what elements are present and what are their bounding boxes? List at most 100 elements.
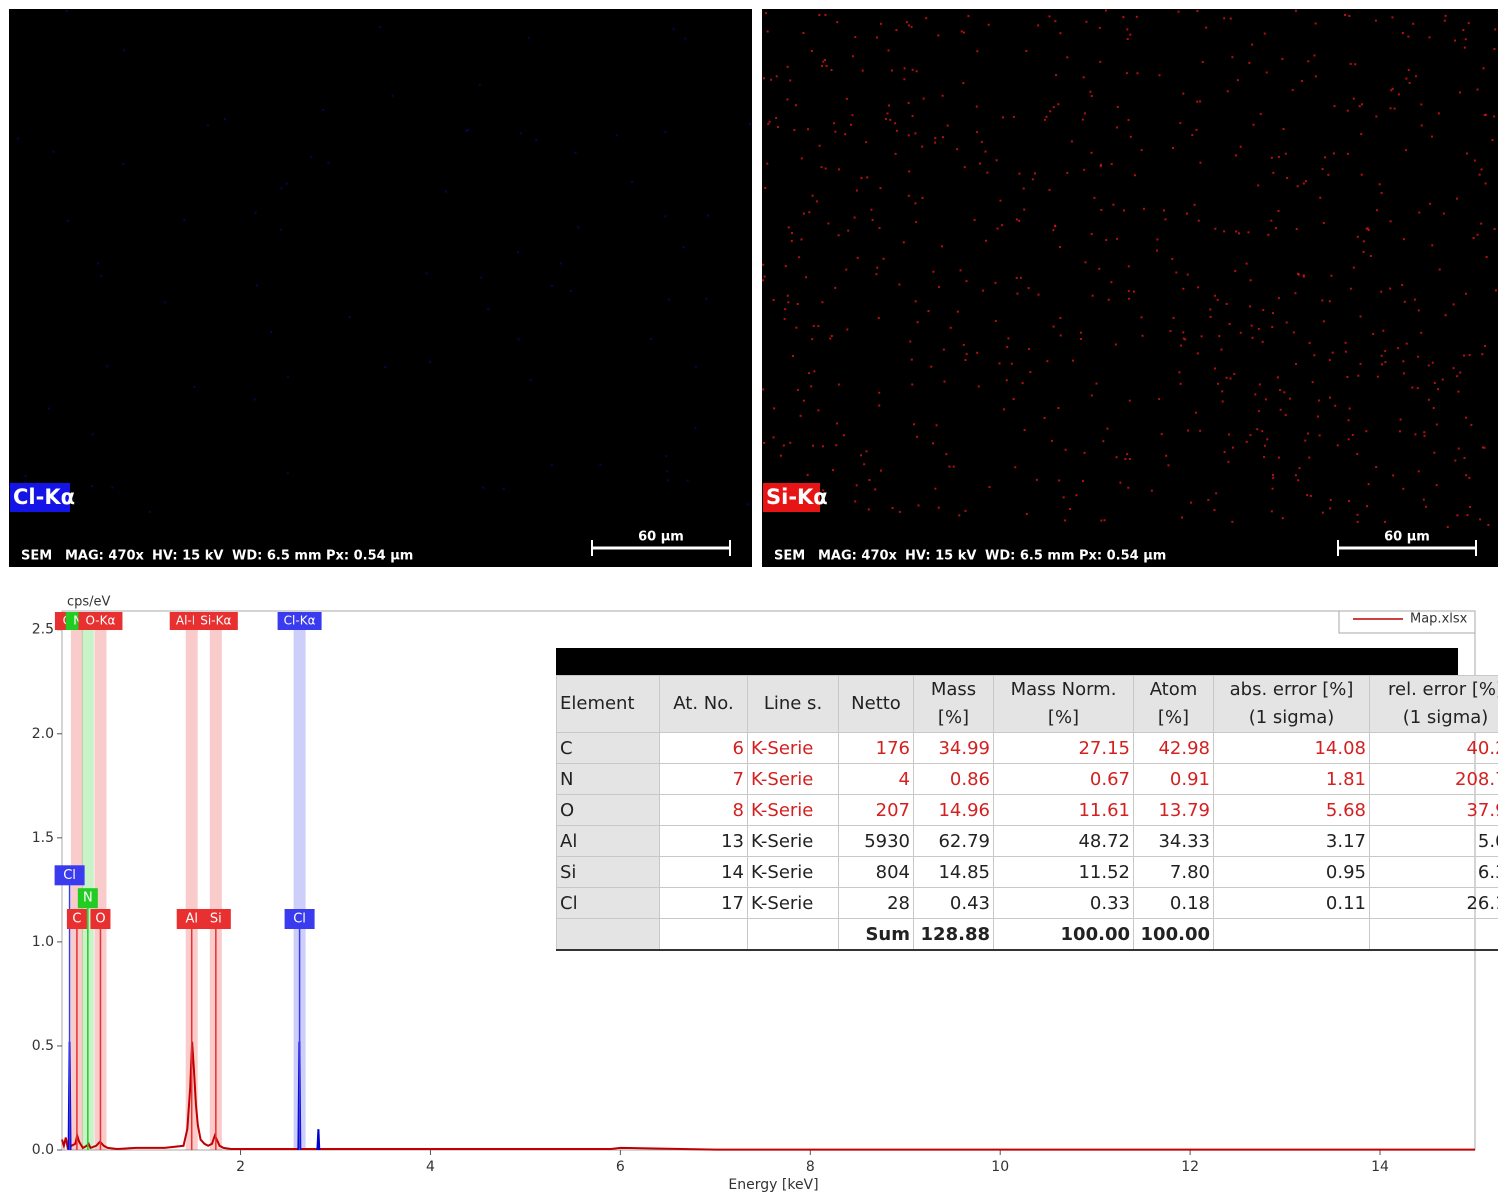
map-pixel bbox=[1261, 430, 1263, 432]
map-pixel bbox=[866, 450, 868, 452]
map-pixel bbox=[1038, 294, 1040, 296]
map-pixel bbox=[1285, 414, 1287, 416]
map-pixel bbox=[1289, 398, 1291, 400]
map-pixel bbox=[1406, 343, 1408, 345]
map-pixel bbox=[829, 338, 831, 340]
map-pixel bbox=[1398, 93, 1400, 95]
map-pixel bbox=[707, 215, 709, 217]
map-pixel bbox=[1105, 239, 1107, 241]
map-pixel bbox=[913, 423, 915, 425]
map-pixel bbox=[1464, 47, 1466, 49]
map-pixel bbox=[1069, 508, 1071, 510]
map-pixel bbox=[1063, 496, 1065, 498]
map-pixel bbox=[791, 232, 793, 234]
map-pixel bbox=[1267, 234, 1269, 236]
map-pixel bbox=[1293, 331, 1295, 333]
map-pixel bbox=[1133, 291, 1135, 293]
map-pixel bbox=[1332, 352, 1334, 354]
map-pixel bbox=[850, 124, 852, 126]
map-pixel bbox=[1213, 509, 1215, 511]
map-pixel bbox=[1270, 220, 1272, 222]
map-pixel bbox=[996, 159, 998, 161]
map-pixel bbox=[899, 511, 901, 513]
map-info: HV: 15 kV bbox=[905, 549, 976, 564]
map-pixel bbox=[1423, 499, 1425, 501]
map-pixel bbox=[957, 311, 959, 313]
table-cell: 8 bbox=[660, 795, 748, 826]
map-pixel bbox=[1100, 520, 1102, 522]
map-pixel bbox=[787, 295, 789, 297]
map-pixel bbox=[780, 455, 782, 457]
map-pixel bbox=[667, 479, 669, 481]
map-pixel bbox=[1272, 172, 1274, 174]
map-pixel bbox=[1465, 474, 1467, 476]
map-pixel bbox=[1248, 62, 1250, 64]
map-pixel bbox=[1197, 286, 1199, 288]
table-cell: 0.18 bbox=[1134, 888, 1214, 919]
map-pixel bbox=[1414, 433, 1416, 435]
map-pixel bbox=[1487, 524, 1489, 526]
map-pixel bbox=[1495, 289, 1497, 291]
map-pixel bbox=[911, 383, 913, 385]
map-info: SEM bbox=[774, 549, 805, 564]
map-pixel bbox=[876, 267, 878, 269]
table-cell: K-Serie bbox=[748, 795, 839, 826]
map-pixel bbox=[1404, 301, 1406, 303]
map-pixel bbox=[1477, 234, 1479, 236]
map-pixel bbox=[1375, 115, 1377, 117]
map-pixel bbox=[1480, 223, 1482, 225]
map-pixel bbox=[1202, 61, 1204, 63]
map-pixel bbox=[1462, 29, 1464, 31]
map-pixel bbox=[1016, 277, 1018, 279]
map-pixel bbox=[1085, 21, 1087, 23]
map-pixel bbox=[966, 353, 968, 355]
map-pixel bbox=[749, 123, 751, 125]
band-label: Si-Kα bbox=[200, 614, 231, 628]
map-pixel bbox=[1456, 198, 1458, 200]
map-pixel bbox=[1420, 332, 1422, 334]
column-header: Element bbox=[557, 676, 660, 733]
map-pixel bbox=[1234, 270, 1236, 272]
map-pixel bbox=[747, 503, 749, 505]
map-pixel bbox=[1384, 361, 1386, 363]
table: ElementAt. No.Line s.NettoMass[%]Mass No… bbox=[556, 675, 1498, 951]
map-pixel bbox=[962, 82, 964, 84]
map-pixel bbox=[1309, 342, 1311, 344]
map-pixel bbox=[1465, 417, 1467, 419]
map-pixel bbox=[668, 298, 670, 300]
x-tick-label: 4 bbox=[426, 1159, 435, 1175]
map-pixel bbox=[1356, 453, 1358, 455]
map-pixel bbox=[795, 104, 797, 106]
map-pixel bbox=[967, 15, 969, 17]
map-pixel bbox=[1344, 14, 1346, 16]
map-pixel bbox=[785, 265, 787, 267]
map-pixel bbox=[1453, 303, 1455, 305]
table-cell: 0.11 bbox=[1214, 888, 1370, 919]
map-pixel bbox=[916, 436, 918, 438]
table-cell: Cl bbox=[557, 888, 660, 919]
map-pixel bbox=[1463, 355, 1465, 357]
map-pixel bbox=[1141, 149, 1143, 151]
map-pixel bbox=[807, 128, 809, 130]
map-pixel bbox=[802, 32, 804, 34]
table-cell: K-Serie bbox=[748, 857, 839, 888]
map-pixel bbox=[1329, 507, 1331, 509]
map-pixel bbox=[1023, 188, 1025, 190]
map-pixel bbox=[1230, 378, 1232, 380]
map-pixel bbox=[917, 321, 919, 323]
map-pixel bbox=[830, 69, 832, 71]
map-pixel bbox=[1117, 106, 1119, 108]
map-pixel bbox=[1271, 326, 1273, 328]
map-pixel bbox=[1126, 453, 1128, 455]
column-header: abs. error [%](1 sigma) bbox=[1214, 676, 1370, 733]
y-tick-label: 0.5 bbox=[32, 1038, 54, 1054]
map-pixel bbox=[787, 301, 789, 303]
map-pixel bbox=[1381, 355, 1383, 357]
element-label: Si bbox=[210, 912, 222, 927]
map-pixel bbox=[1319, 434, 1321, 436]
map-pixel bbox=[879, 187, 881, 189]
map-pixel bbox=[327, 162, 329, 164]
table-cell: 804 bbox=[839, 857, 914, 888]
map-pixel bbox=[888, 49, 890, 51]
map-pixel bbox=[1375, 466, 1377, 468]
